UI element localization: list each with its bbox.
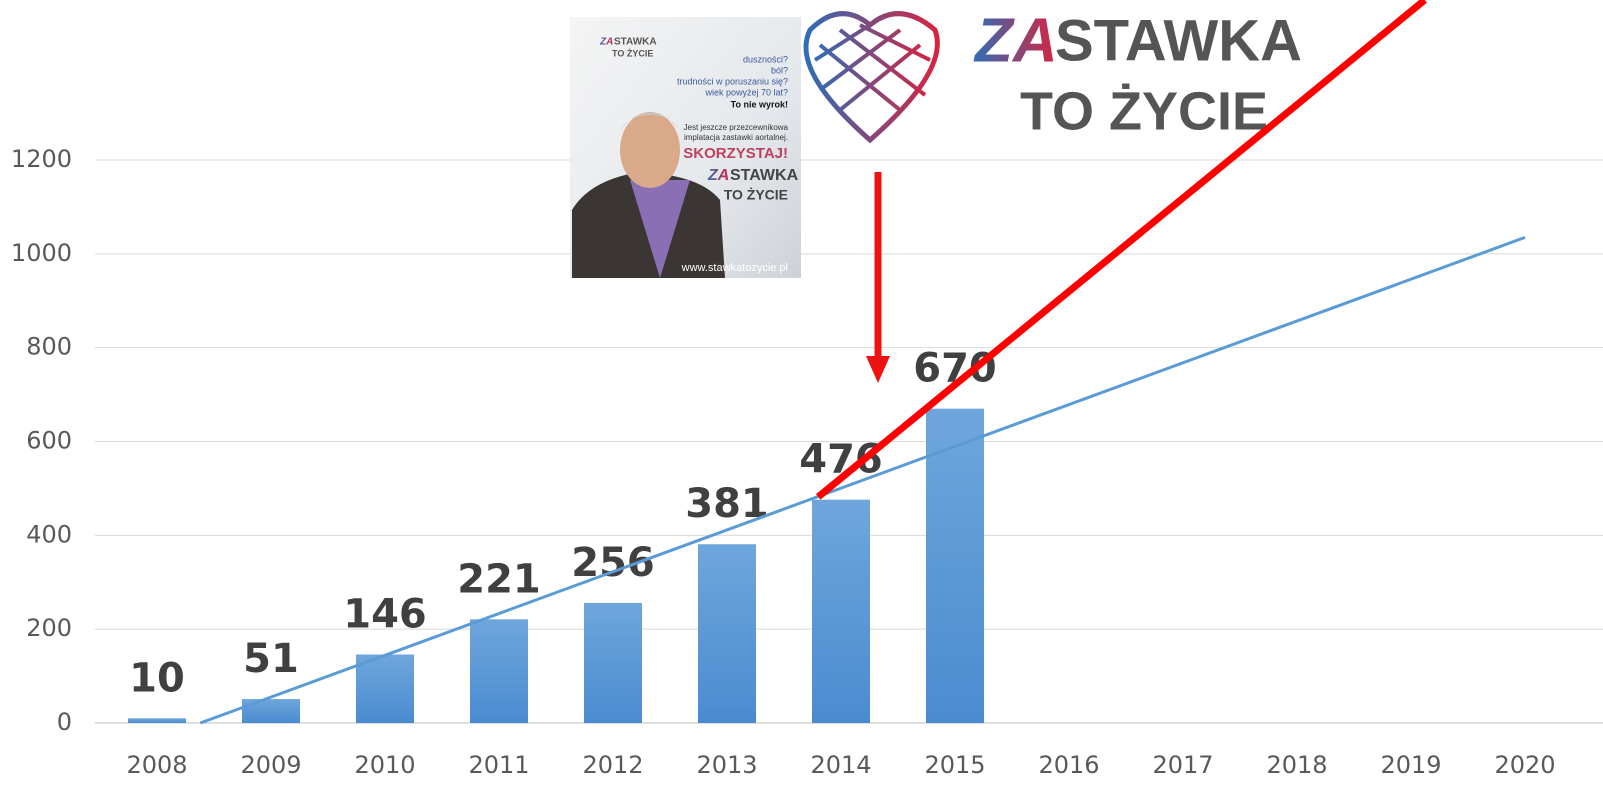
red-arrow bbox=[866, 172, 890, 383]
person-head bbox=[620, 112, 680, 188]
bar bbox=[356, 655, 414, 723]
value-label: 10 bbox=[129, 655, 185, 701]
y-tick-label: 1000 bbox=[11, 239, 72, 267]
x-tick-label: 2017 bbox=[1152, 751, 1213, 779]
poster-cta: SKORZYSTAJ! bbox=[683, 145, 788, 162]
red-line bbox=[818, 0, 1424, 497]
poster-stawka: STAWKA bbox=[730, 167, 799, 184]
logo-line2: TO ŻYCIE bbox=[1020, 81, 1268, 141]
bar bbox=[128, 718, 186, 723]
y-tick-label: 600 bbox=[26, 427, 72, 455]
arrow-head bbox=[866, 356, 890, 383]
poster-question: wiek powyżej 70 lat? bbox=[704, 87, 788, 97]
logo-stawka: STAWKA bbox=[1055, 8, 1302, 73]
bar bbox=[584, 603, 642, 723]
poster-question: ból? bbox=[771, 65, 788, 75]
x-tick-label: 2019 bbox=[1380, 751, 1441, 779]
x-tick-label: 2010 bbox=[354, 751, 415, 779]
x-tick-label: 2020 bbox=[1494, 751, 1555, 779]
x-tick-label: 2009 bbox=[240, 751, 301, 779]
value-label: 146 bbox=[343, 592, 427, 638]
value-label: 51 bbox=[243, 636, 299, 682]
logo-za: ZA bbox=[973, 6, 1058, 75]
bar bbox=[470, 619, 528, 723]
poster-line2: TO ŻYCIE bbox=[724, 187, 788, 203]
y-tick-label: 400 bbox=[26, 520, 72, 548]
poster: ZA STAWKA TO ŻYCIE duszności?ból?trudnoś… bbox=[570, 17, 801, 311]
value-label: 256 bbox=[571, 540, 655, 586]
poster-body-line: Jest jeszcze przezcewnikowa bbox=[684, 123, 789, 132]
x-tick-label: 2015 bbox=[924, 751, 985, 779]
poster-url: www.stawkatozycie.pl bbox=[681, 262, 788, 274]
poster-headline: To nie wyrok! bbox=[731, 99, 788, 109]
poster-question: trudności w poruszaniu się? bbox=[677, 76, 788, 86]
poster-logo-stawka: STAWKA bbox=[614, 37, 657, 48]
bar bbox=[242, 699, 300, 723]
x-tick-label: 2011 bbox=[468, 751, 529, 779]
poster-logo-za: ZA bbox=[599, 37, 613, 48]
bar bbox=[812, 500, 870, 723]
x-tick-label: 2008 bbox=[126, 751, 187, 779]
y-tick-label: 1200 bbox=[11, 145, 72, 173]
chart: 0 200 400 600 800 1000 1200 2008 10 2009 51 2010 14… bbox=[0, 0, 1603, 792]
poster-question: duszności? bbox=[743, 54, 788, 64]
poster-body-line: implatacja zastawki aortalnej. bbox=[684, 133, 788, 142]
x-tick-label: 2018 bbox=[1266, 751, 1327, 779]
x-tick-label: 2016 bbox=[1038, 751, 1099, 779]
value-label: 221 bbox=[457, 556, 541, 602]
poster-za: ZA bbox=[707, 167, 729, 184]
poster-footer bbox=[570, 278, 801, 311]
poster-logo-line2: TO ŻYCIE bbox=[612, 48, 653, 58]
bar bbox=[698, 544, 756, 723]
y-tick-label: 800 bbox=[26, 333, 72, 361]
y-tick-label: 200 bbox=[26, 614, 72, 642]
bar bbox=[926, 409, 984, 723]
x-tick-label: 2013 bbox=[696, 751, 757, 779]
x-tick-label: 2012 bbox=[582, 751, 643, 779]
x-tick-label: 2014 bbox=[810, 751, 871, 779]
logo: ZA STAWKA TO ŻYCIE bbox=[806, 6, 1302, 141]
y-tick-label: 0 bbox=[57, 708, 72, 736]
